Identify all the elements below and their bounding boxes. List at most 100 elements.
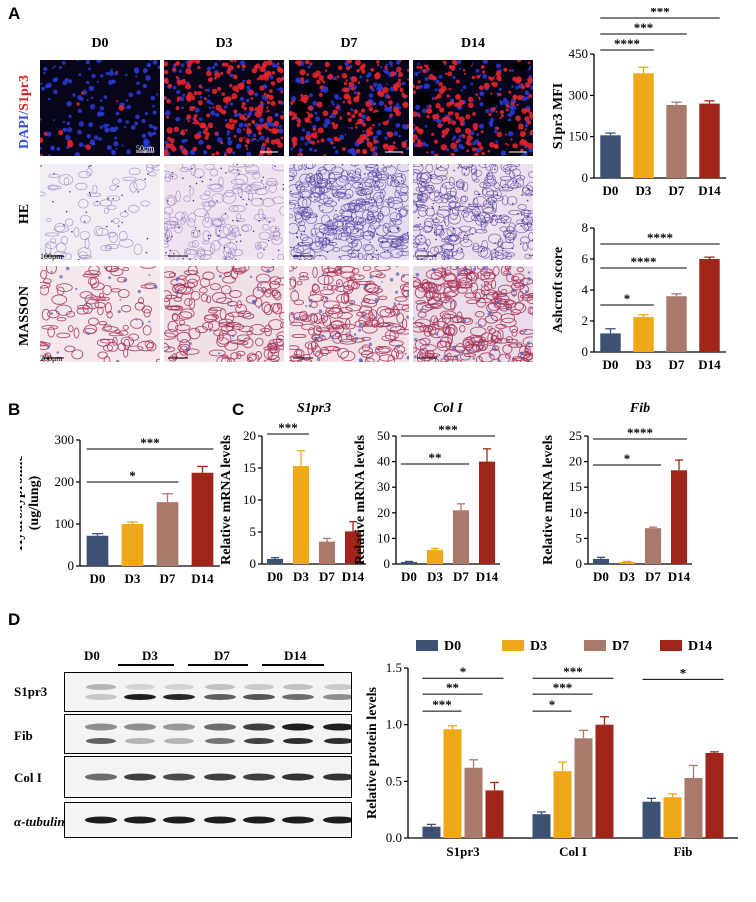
chart-title: Fib xyxy=(629,401,650,416)
bar-s1pr3-d0 xyxy=(422,826,441,838)
micrograph-he-d14 xyxy=(413,164,533,260)
chart-title: Col I xyxy=(433,401,463,416)
y-tick-label: 6 xyxy=(582,251,589,266)
band-secondary xyxy=(86,684,116,690)
band xyxy=(204,816,236,824)
x-tick-label: D7 xyxy=(453,569,469,584)
x-tick-label: D0 xyxy=(603,183,619,198)
x-tick-label: D7 xyxy=(669,183,685,198)
band xyxy=(323,723,351,731)
bar-coli-d7 xyxy=(574,738,593,838)
sig-stars: * xyxy=(680,665,687,680)
col-label-d7: D7 xyxy=(340,36,358,51)
bar-d3 xyxy=(426,549,444,564)
y-axis-label: Relative protein levels xyxy=(365,686,380,818)
bar-d14 xyxy=(699,259,720,352)
x-tick-label: D14 xyxy=(476,569,499,584)
x-tick-label: D14 xyxy=(698,183,721,198)
band xyxy=(282,694,314,700)
band-secondary xyxy=(164,738,194,744)
panel-label-b: B xyxy=(8,400,21,419)
x-tick-label: D3 xyxy=(636,357,652,372)
wb-row-label-col1: Col I xyxy=(14,770,42,785)
y-tick-label: 10 xyxy=(569,505,582,520)
micrograph-masson-d3 xyxy=(164,266,284,362)
band xyxy=(163,773,195,781)
wb-row-label-tubulin: α-tubulin xyxy=(14,814,65,829)
band xyxy=(282,723,314,731)
band-secondary xyxy=(324,684,351,690)
band xyxy=(163,816,195,824)
bar-d14 xyxy=(344,531,362,564)
bar-d7 xyxy=(452,510,470,564)
y-tick-label: 25 xyxy=(569,428,582,443)
y-tick-label: 150 xyxy=(569,129,589,144)
wb-row-label-fib: Fib xyxy=(14,728,33,743)
band-secondary xyxy=(205,738,235,744)
wb-label-d7: D7 xyxy=(214,648,230,663)
bar-s1pr3-d14 xyxy=(485,790,504,838)
band xyxy=(204,723,236,731)
y-tick-label: 15 xyxy=(569,479,582,494)
legend-swatch-d7 xyxy=(584,640,606,651)
bar-fib-d14 xyxy=(705,753,724,838)
band xyxy=(243,773,275,781)
x-tick-label: S1pr3 xyxy=(446,844,480,859)
col-label-d0: D0 xyxy=(91,36,109,51)
sig-stars: *** xyxy=(553,680,573,695)
bar-d3 xyxy=(633,317,654,352)
y-tick-label: 10 xyxy=(243,492,256,507)
x-tick-label: D7 xyxy=(319,569,335,584)
bar-d0 xyxy=(86,535,109,566)
x-tick-label: D3 xyxy=(293,569,309,584)
band xyxy=(163,694,195,700)
sig-stars: **** xyxy=(627,425,653,440)
x-tick-label: D3 xyxy=(125,571,141,586)
band xyxy=(85,773,117,781)
band-secondary xyxy=(283,684,313,690)
band xyxy=(282,816,314,824)
x-tick-label: D14 xyxy=(698,357,721,372)
y-tick-label: 300 xyxy=(55,432,75,447)
band xyxy=(243,816,275,824)
bar-d0 xyxy=(266,558,284,564)
sig-stars: ** xyxy=(429,450,442,465)
sig-stars: * xyxy=(129,468,136,483)
x-tick-label: D7 xyxy=(645,569,661,584)
y-axis-label: Relative mRNA levels xyxy=(353,435,368,565)
bar-d3 xyxy=(292,466,310,564)
micrograph-he-d0 xyxy=(40,164,160,260)
x-tick-label: D14 xyxy=(668,569,691,584)
wb-line-d14 xyxy=(262,664,324,666)
y-tick-label: 0 xyxy=(384,556,391,571)
scalebar-label-masson: 200μm xyxy=(40,354,63,363)
wb-label-d3: D3 xyxy=(142,648,158,663)
band xyxy=(85,723,117,731)
sig-stars: * xyxy=(624,451,631,466)
micrograph-he-d7 xyxy=(289,164,409,260)
y-axis-label: Ashcroft score xyxy=(551,247,566,333)
bar-d7 xyxy=(156,502,179,566)
micrograph-ihc-d0 xyxy=(40,60,160,156)
y-tick-label: 300 xyxy=(569,87,589,102)
scalebar-label-he: 100μm xyxy=(40,252,63,261)
bar-s1pr3-d7 xyxy=(464,767,483,838)
sig-stars: * xyxy=(549,697,556,712)
micrograph-ihc-d3 xyxy=(164,60,284,156)
sig-stars: *** xyxy=(140,435,160,450)
y-tick-label: 0 xyxy=(582,170,589,185)
y-tick-label: 10 xyxy=(377,530,390,545)
bar-d3 xyxy=(618,561,636,564)
wb-blot-fib xyxy=(64,714,352,754)
x-tick-label: D14 xyxy=(342,569,365,584)
bar-d3 xyxy=(121,524,144,566)
col-label-d14: D14 xyxy=(460,36,486,51)
x-tick-label: D7 xyxy=(669,357,685,372)
row-label-masson: MASSON xyxy=(17,286,32,346)
band xyxy=(243,723,275,731)
y-axis-label: Hydroxyproline xyxy=(20,455,26,550)
band-secondary xyxy=(324,738,351,744)
y-tick-label: 0.5 xyxy=(386,773,402,788)
x-tick-label: Fib xyxy=(674,844,693,859)
